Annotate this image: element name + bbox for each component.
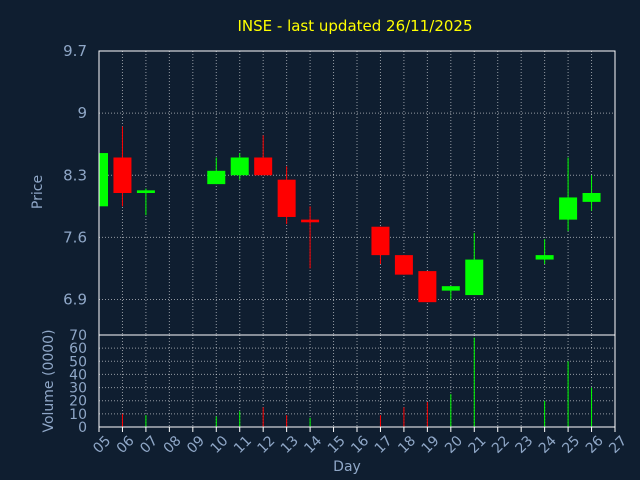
x-tick-label: 08 <box>161 433 185 457</box>
candle-body <box>113 157 132 193</box>
volume-tick-label: 20 <box>69 394 87 410</box>
candle-body <box>465 259 484 296</box>
x-tick-label: 11 <box>231 433 255 457</box>
volume-axis-title: Volume (0000) <box>41 329 57 432</box>
candle-body <box>535 255 554 260</box>
x-tick-label: 06 <box>114 433 138 457</box>
x-tick-label: 26 <box>583 433 607 457</box>
candle-body <box>559 197 578 220</box>
candle-body <box>301 219 320 223</box>
candle-body <box>582 193 601 202</box>
candle-body <box>207 170 226 185</box>
candle-body <box>441 286 460 291</box>
price-axis-title: Price <box>30 175 46 209</box>
x-tick-label: 20 <box>442 433 466 457</box>
x-tick-label: 27 <box>606 433 630 457</box>
volume-tick-label: 0 <box>78 420 87 436</box>
price-tick-label: 9.7 <box>63 42 87 60</box>
x-tick-label: 19 <box>419 433 443 457</box>
x-tick-label: 25 <box>559 433 583 457</box>
x-tick-label: 12 <box>255 433 279 457</box>
x-axis: 05 06 07 08 09 10 11 12 13 14 15 16 17 18 19 20 21 22 23 24… <box>90 427 630 457</box>
candle-body <box>254 157 273 176</box>
price-tick-label: 9 <box>77 104 87 122</box>
price-tick-label: 6.9 <box>63 291 87 309</box>
x-tick-label: 16 <box>348 433 372 457</box>
x-tick-label: 21 <box>466 433 490 457</box>
candle-body <box>136 190 155 193</box>
x-tick-label: 07 <box>137 433 161 457</box>
x-tick-label: 13 <box>278 433 302 457</box>
candle-body <box>418 271 437 303</box>
candle-body <box>371 226 390 256</box>
x-tick-label: 10 <box>208 433 232 457</box>
chart-title: INSE - last updated 26/11/2025 <box>237 17 472 35</box>
x-tick-label: 14 <box>301 433 325 457</box>
candle-body <box>230 157 249 176</box>
candle-body <box>99 153 108 207</box>
x-tick-label: 23 <box>513 433 537 457</box>
candle-body <box>277 179 296 217</box>
x-axis-title: Day <box>333 459 361 475</box>
x-tick-label: 22 <box>489 433 513 457</box>
volume-tick-label: 10 <box>69 407 87 423</box>
candle-body <box>394 255 413 275</box>
x-tick-label: 09 <box>184 433 208 457</box>
x-tick-label: 24 <box>536 433 560 457</box>
x-tick-label: 18 <box>395 433 419 457</box>
volume-tick-label: 40 <box>69 367 87 383</box>
volume-tick-label: 50 <box>69 354 87 370</box>
x-tick-label: 15 <box>325 433 349 457</box>
price-panel: 9.7 9 8.3 7.6 6.9 <box>63 42 616 336</box>
volume-tick-label: 70 <box>69 328 87 344</box>
price-tick-label: 8.3 <box>63 166 87 184</box>
volume-tick-label: 30 <box>69 381 87 397</box>
x-tick-label: 17 <box>372 433 396 457</box>
x-tick-label: 05 <box>90 433 114 457</box>
volume-tick-label: 60 <box>69 341 87 357</box>
price-tick-label: 7.6 <box>63 228 87 246</box>
